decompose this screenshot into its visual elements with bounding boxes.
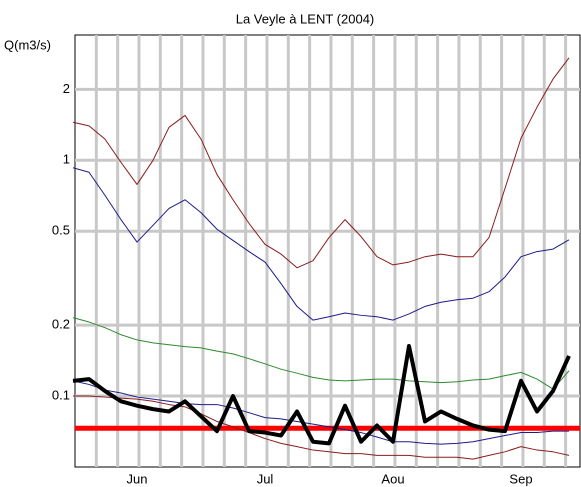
plot-area <box>74 34 581 468</box>
chart-title: La Veyle à LENT (2004) <box>236 11 375 26</box>
y-tick-label: 0.1 <box>52 387 70 402</box>
series-line <box>73 395 570 460</box>
x-tick-label: Aou <box>381 471 404 486</box>
y-tick-label: 1 <box>63 152 70 167</box>
series-line <box>72 317 570 390</box>
y-tick-label: 0.5 <box>52 223 70 238</box>
series-line <box>72 380 569 445</box>
series-line <box>72 167 570 321</box>
series-line <box>72 344 571 446</box>
y-tick-label: 2 <box>63 81 70 96</box>
x-tick-label: Sep <box>509 471 532 486</box>
series-line <box>72 57 570 269</box>
x-tick-label: Jul <box>257 471 274 486</box>
y-axis-label: Q(m3/s) <box>4 37 51 52</box>
y-tick-label: 0.2 <box>52 317 70 332</box>
x-tick-label: Jun <box>127 471 148 486</box>
